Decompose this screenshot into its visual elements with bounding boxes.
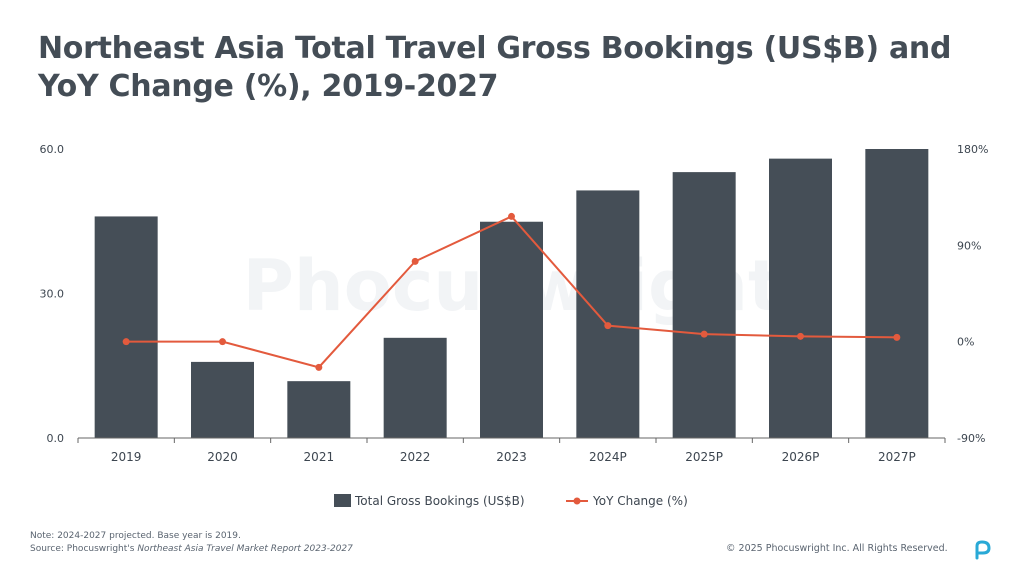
- phocuswright-logo-icon: [975, 540, 991, 560]
- y-right-tick-label: 0%: [957, 336, 974, 349]
- yoy-point-2026p: [797, 332, 804, 340]
- x-tick-label: 2022: [400, 450, 431, 464]
- legend-line-marker: [573, 497, 581, 505]
- footnote-note: Note: 2024-2027 projected. Base year is …: [30, 531, 241, 541]
- x-tick-label: 2027P: [878, 450, 916, 464]
- y-left-tick-label: 60.0: [40, 143, 65, 156]
- x-tick-label: 2020: [207, 450, 238, 464]
- source-report: Northeast Asia Travel Market Report 2023…: [137, 544, 353, 554]
- y-right-tick-label: 90%: [957, 239, 981, 252]
- x-tick-label: 2019: [111, 450, 142, 464]
- legend-bar-swatch: [334, 494, 351, 507]
- bar-2026p: [769, 158, 832, 438]
- bar-2027p: [865, 149, 929, 438]
- source-prefix: Source: Phocuswright's: [30, 544, 138, 554]
- bar-2020: [191, 361, 254, 438]
- yoy-point-2022: [411, 257, 419, 265]
- yoy-point-2027p: [893, 333, 901, 341]
- x-tick-label: 2024P: [589, 450, 627, 464]
- y-right-tick-label: -90%: [957, 432, 985, 445]
- y-left-tick-label: 30.0: [40, 288, 65, 301]
- bar-2024p: [576, 190, 640, 438]
- legend-line-label: YoY Change (%): [592, 494, 688, 508]
- footnote-source: Source: Phocuswright's Northeast Asia Tr…: [30, 544, 353, 554]
- x-tick-label: 2021: [304, 450, 335, 464]
- yoy-point-2020: [219, 338, 226, 346]
- chart-title: Northeast Asia Total Travel Gross Bookin…: [38, 31, 952, 104]
- yoy-point-2025p: [700, 330, 708, 338]
- bar-2025p: [672, 172, 736, 438]
- x-tick-label: 2026P: [782, 450, 820, 464]
- legend-bar-label: Total Gross Bookings (US$B): [354, 494, 525, 508]
- yoy-point-2021: [315, 363, 323, 371]
- x-tick-label: 2025P: [685, 450, 723, 464]
- yoy-point-2019: [122, 338, 130, 346]
- bar-2023: [480, 221, 543, 438]
- x-tick-label: 2023: [496, 450, 527, 464]
- yoy-point-2023: [508, 212, 515, 220]
- y-right-tick-label: 180%: [957, 143, 988, 156]
- bar-2019: [94, 216, 158, 438]
- bar-2021: [287, 381, 351, 438]
- yoy-point-2024p: [604, 322, 612, 330]
- y-left-tick-label: 0.0: [47, 432, 65, 445]
- copyright: © 2025 Phocuswright Inc. All Rights Rese…: [726, 543, 948, 554]
- bar-2022: [383, 337, 447, 438]
